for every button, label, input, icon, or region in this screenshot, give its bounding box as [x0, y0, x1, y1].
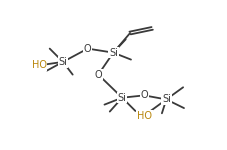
Text: Si: Si [58, 57, 67, 67]
Text: O: O [140, 90, 147, 100]
Text: O: O [94, 70, 102, 80]
Text: Si: Si [109, 48, 117, 58]
Text: Si: Si [161, 94, 170, 104]
Text: Si: Si [117, 93, 126, 103]
Text: HO: HO [136, 111, 151, 121]
Text: HO: HO [32, 60, 46, 70]
Text: O: O [84, 44, 91, 54]
